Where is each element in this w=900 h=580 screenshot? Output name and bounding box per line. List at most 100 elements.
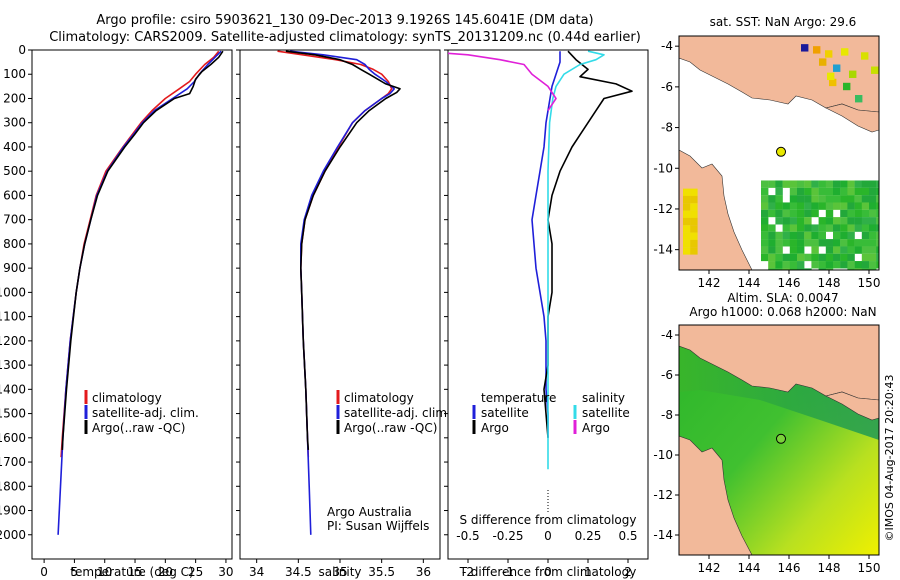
sst-pixel — [818, 268, 826, 270]
sst-pixel — [818, 195, 826, 203]
x-tick-label: 30 — [218, 565, 233, 579]
sst-pixel — [782, 231, 790, 240]
x-tick-label: 34.5 — [285, 565, 312, 579]
sst-pixel — [683, 232, 691, 240]
sst-pixel — [861, 217, 870, 225]
argo-position-marker — [776, 433, 786, 444]
sst-pixels — [683, 44, 879, 270]
sst-pixel — [797, 231, 805, 240]
lat-tick-label: -12 — [653, 488, 673, 502]
lat-tick-label: -8 — [661, 408, 673, 422]
series-line-s-satellite — [547, 50, 605, 470]
sst-pixel — [840, 246, 848, 254]
depth-tick-label: 300 — [3, 116, 26, 130]
sst-pixel — [761, 253, 769, 262]
sst-pixel — [818, 224, 826, 232]
sst-pixel — [829, 78, 837, 87]
sst-pixel — [854, 268, 862, 270]
sst-pixel — [819, 58, 827, 66]
sst-pixel — [825, 268, 834, 270]
sst-pixel — [833, 224, 841, 232]
sst-pixel — [683, 217, 691, 226]
sst-pixel — [854, 202, 862, 210]
x-tick-label: 0 — [40, 565, 48, 579]
sst-pixel — [861, 268, 870, 270]
sst-pixel — [861, 253, 870, 262]
sst-pixel — [789, 180, 798, 188]
lon-tick-label: 142 — [698, 276, 721, 290]
sst-pixel — [854, 209, 862, 218]
s-tick-label: -0.5 — [456, 529, 479, 543]
sst-pixel — [818, 231, 826, 240]
sst-pixel — [690, 247, 698, 255]
legend-climatology-label: climatology — [344, 391, 414, 405]
sst-pixel — [861, 195, 870, 203]
lat-tick-label: -6 — [661, 80, 673, 94]
sst-pixel — [833, 202, 841, 210]
sst-pixel — [761, 209, 769, 218]
sst-pixel — [854, 261, 862, 269]
sst-pixel — [797, 261, 805, 269]
sst-pixel — [775, 239, 783, 247]
sst-pixel — [876, 246, 879, 254]
sst-pixel — [690, 232, 698, 240]
sst-pixel — [847, 224, 855, 232]
sst-pixel — [797, 202, 805, 210]
series-line-argo-raw-qc- — [61, 50, 224, 450]
sst-pixel — [690, 195, 698, 204]
sst-pixel — [761, 180, 769, 188]
temperature-panel: 0100200300400500600700800900100011001200… — [0, 43, 234, 579]
x-tick-label: 5 — [71, 565, 79, 579]
sst-pixel — [782, 180, 790, 188]
sst-pixel — [840, 180, 848, 188]
sst-pixel — [811, 209, 819, 218]
sst-lon-ticks: 142 144 146 148 150 — [698, 270, 881, 290]
sst-pixel — [861, 261, 870, 269]
sst-pixel — [775, 231, 783, 240]
x-tick-label: -1 — [502, 565, 514, 579]
sst-pixel — [840, 224, 848, 232]
sst-pixel — [789, 209, 798, 218]
sst-pixel — [818, 202, 826, 210]
sst-pixel — [789, 224, 798, 232]
sst-pixel — [861, 202, 870, 210]
series-line-t-satellite — [531, 51, 561, 438]
sst-map: sat. SST: NaN Argo: 29.6 -4 -6 -8 -10 -12 -14… — [653, 15, 881, 290]
sst-pixel — [761, 246, 769, 254]
legend-argo-label: Argo(..raw -QC) — [92, 421, 185, 435]
difference-axis-ticks: -2 -1 0 1 2 -0.5 -0.25 0 0.25 0.5 — [444, 49, 638, 579]
depth-tick-label: 200 — [3, 91, 26, 105]
legend-argo-label: Argo(..raw -QC) — [344, 421, 437, 435]
x-tick-label: 35 — [332, 565, 347, 579]
depth-tick-label: 1700 — [0, 455, 26, 469]
depth-tick-label: 100 — [3, 67, 26, 81]
sst-pixel — [797, 246, 805, 254]
sst-pixel — [840, 202, 848, 210]
x-tick-label: 20 — [158, 565, 173, 579]
sst-pixel — [775, 202, 783, 210]
sst-pixel — [797, 253, 805, 262]
sst-pixel — [869, 261, 877, 269]
lon-tick-label: 150 — [858, 276, 881, 290]
sst-pixel — [869, 231, 877, 240]
sst-pixel — [768, 224, 776, 232]
sst-pixel — [801, 44, 809, 52]
sst-pixel — [797, 209, 805, 218]
sst-pixel — [768, 202, 776, 210]
papua-peninsula-land — [825, 391, 879, 421]
sst-pixel — [847, 217, 855, 225]
sst-pixel — [847, 239, 855, 247]
sla-map-title-line2: Argo h1000: 0.068 h2000: NaN — [689, 305, 876, 319]
sst-pixel — [811, 224, 819, 232]
sst-pixel — [869, 180, 877, 188]
sst-pixel — [804, 209, 812, 218]
sst-pixel — [782, 224, 790, 232]
sst-pixel — [683, 247, 691, 255]
sst-pixel — [861, 231, 870, 240]
sst-pixel — [847, 246, 855, 254]
depth-tick-label: 1200 — [0, 334, 26, 348]
sst-pixel — [818, 217, 826, 225]
sst-pixel — [818, 187, 826, 196]
sst-pixel — [761, 202, 769, 210]
sst-pixel — [804, 187, 812, 196]
